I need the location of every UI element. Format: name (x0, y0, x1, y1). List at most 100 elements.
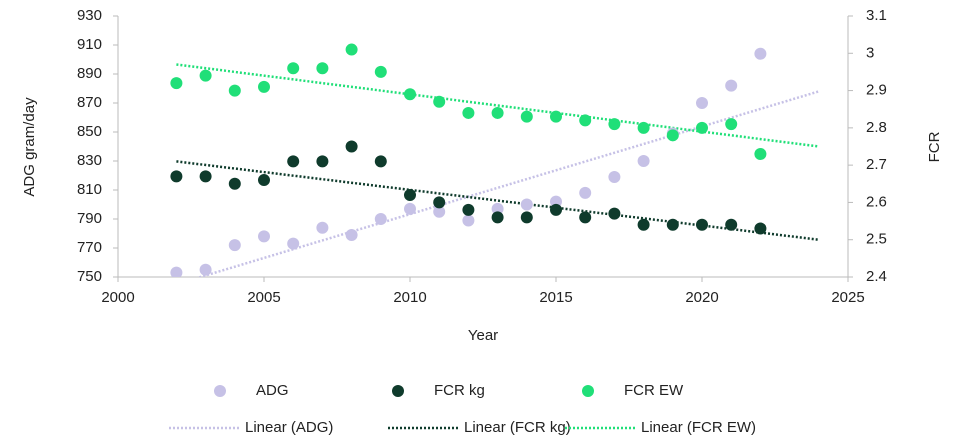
y-tick-label: 930 (77, 7, 102, 24)
data-point (550, 195, 562, 208)
data-point (199, 170, 212, 183)
y2-tick-label: 3.1 (866, 7, 887, 24)
data-point (287, 237, 300, 250)
data-point (462, 106, 475, 119)
data-point (433, 196, 446, 209)
data-point (228, 84, 241, 97)
legend-marker (582, 385, 594, 397)
data-point (404, 202, 416, 215)
data-point (258, 80, 270, 93)
data-point (725, 118, 738, 131)
data-point (170, 170, 183, 183)
data-point (491, 106, 504, 119)
data-point (374, 213, 387, 225)
y-tick-label: 770 (77, 239, 102, 256)
x-tick-label: 2010 (393, 289, 426, 306)
data-point (433, 95, 446, 108)
data-point (666, 129, 679, 142)
data-point (725, 218, 738, 231)
y2-tick-label: 2.9 (866, 82, 887, 99)
y2-tick-label: 2.7 (866, 156, 887, 173)
data-point (608, 207, 621, 220)
data-point (666, 218, 679, 231)
data-point (637, 155, 650, 167)
y2-tick-label: 2.4 (866, 268, 887, 285)
data-point (696, 97, 708, 109)
data-point (608, 170, 621, 183)
data-point (228, 239, 241, 252)
data-point (696, 218, 708, 231)
y-tick-label: 910 (77, 36, 102, 53)
data-point (754, 222, 767, 235)
data-point (170, 266, 183, 277)
data-point (258, 230, 270, 243)
data-point (520, 110, 533, 123)
data-point (170, 77, 183, 90)
data-point (520, 198, 533, 211)
x-tick-label: 2015 (539, 289, 572, 306)
y-tick-label: 850 (77, 123, 102, 140)
y2-axis-label: FCR (926, 131, 943, 162)
x-tick-label: 2025 (831, 289, 864, 306)
x-tick-label: 2000 (101, 289, 134, 306)
x-tick-label: 2005 (247, 289, 280, 306)
data-point (374, 65, 387, 78)
data-point (637, 218, 650, 231)
x-axis-label: Year (468, 327, 498, 344)
data-point (608, 118, 621, 131)
data-point (316, 221, 329, 234)
data-point (433, 205, 446, 218)
legend-label: Linear (FCR kg) (464, 419, 571, 436)
data-point (579, 211, 592, 224)
data-point (287, 62, 300, 75)
legend-marker (392, 385, 404, 397)
data-point (725, 79, 738, 92)
legend-label: ADG (256, 382, 289, 399)
trend-line (196, 90, 820, 277)
data-point (287, 155, 300, 168)
y-tick-label: 790 (77, 210, 102, 227)
y2-tick-label: 3 (866, 44, 874, 61)
data-point (345, 140, 358, 153)
data-point (404, 188, 416, 201)
data-point (316, 62, 329, 75)
y2-tick-label: 2.5 (866, 231, 887, 248)
legend-label: Linear (FCR EW) (641, 419, 756, 436)
y-tick-label: 750 (77, 268, 102, 285)
data-point (754, 47, 767, 60)
data-point (228, 177, 241, 190)
data-point (520, 211, 533, 224)
data-point (550, 110, 562, 123)
data-point (754, 147, 767, 160)
data-point (345, 228, 358, 241)
legend-label: Linear (ADG) (245, 419, 333, 436)
data-point (258, 174, 270, 187)
data-point (579, 114, 592, 127)
y2-tick-label: 2.8 (866, 119, 887, 136)
legend-label: FCR EW (624, 382, 684, 399)
data-point (462, 203, 475, 216)
y-tick-label: 890 (77, 65, 102, 82)
data-point (404, 88, 416, 101)
y-axis-label: ADG gram/day (21, 97, 38, 197)
legend-marker (214, 385, 226, 397)
data-point (579, 186, 592, 199)
data-point (199, 69, 212, 82)
legend-label: FCR kg (434, 382, 485, 399)
data-point (491, 202, 504, 215)
data-point (491, 211, 504, 224)
data-point (374, 155, 387, 168)
data-point (696, 121, 708, 134)
data-point (637, 121, 650, 134)
data-point (316, 155, 329, 168)
y-tick-label: 830 (77, 152, 102, 169)
data-point (550, 203, 562, 216)
data-point (345, 43, 358, 56)
x-tick-label: 2020 (685, 289, 718, 306)
y-tick-label: 810 (77, 181, 102, 198)
data-point (462, 214, 475, 227)
y-tick-label: 870 (77, 94, 102, 111)
y2-tick-label: 2.6 (866, 193, 887, 210)
data-point (199, 263, 212, 276)
